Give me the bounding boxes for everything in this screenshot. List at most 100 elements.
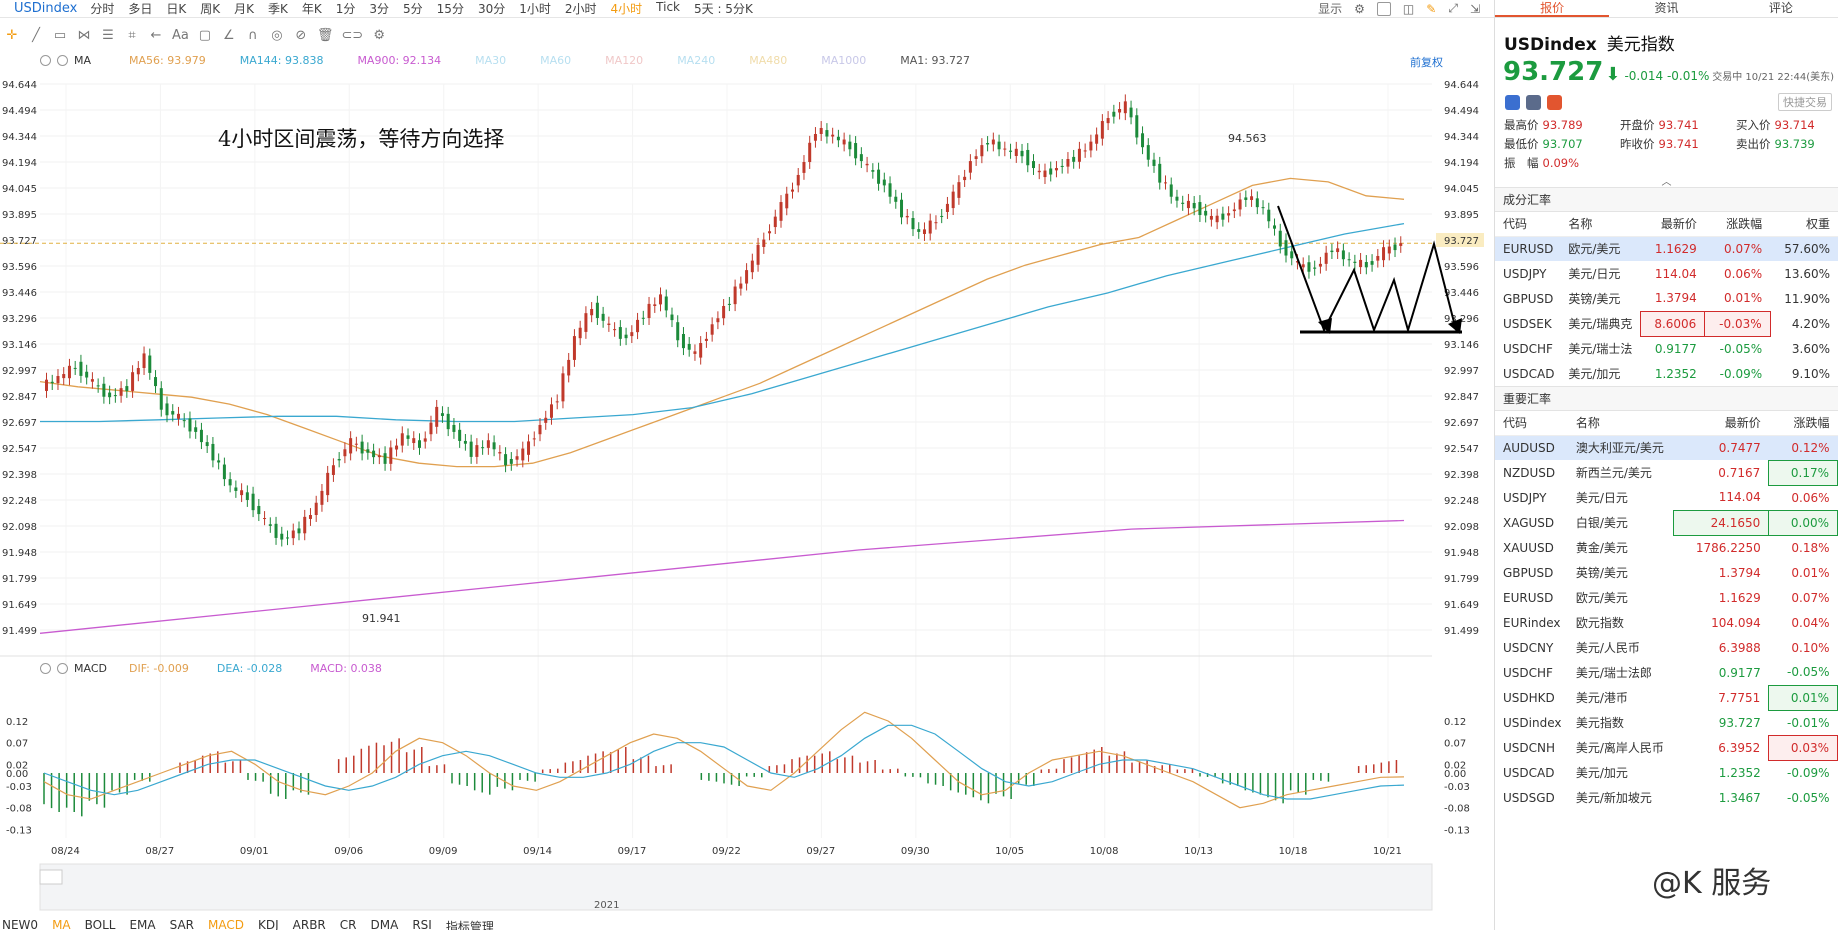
table-row[interactable]: USDCHF 美元/瑞士法郎 0.9177 -0.05% [1495, 660, 1838, 685]
period-14[interactable]: 4小时 [610, 2, 643, 16]
indicator-tab-4[interactable]: SAR [169, 918, 195, 930]
quick-trade-button[interactable]: 快捷交易 [1778, 93, 1832, 111]
period-10[interactable]: 15分 [436, 2, 464, 16]
table-row[interactable]: XAGUSD 白银/美元 24.1650 0.00% [1495, 509, 1838, 536]
link-icon[interactable]: ⊂⊃ [341, 27, 364, 43]
chart-area[interactable]: 94.644 94.644 94.494 94.494 94.344 94.344 94.1… [0, 48, 1494, 928]
period-6[interactable]: 年K [301, 2, 322, 16]
table-row[interactable]: USDindex 美元指数 93.727 -0.01% [1495, 710, 1838, 735]
layout-icon[interactable] [1376, 1, 1391, 16]
fib-tool-icon[interactable]: ☰ [102, 27, 114, 43]
period-8[interactable]: 3分 [369, 2, 390, 16]
favorite-icon[interactable] [1547, 94, 1562, 110]
period-0[interactable]: 分时 [90, 2, 115, 16]
fork-tool-icon[interactable]: ⋈ [77, 27, 91, 43]
period-4[interactable]: 月K [234, 2, 254, 16]
crosshair-icon[interactable]: ✛ [6, 27, 18, 43]
indicator-tab-5[interactable]: MACD [208, 918, 244, 930]
indicator-tab-11[interactable]: 指标管理 [445, 920, 494, 930]
period-11[interactable]: 30分 [477, 2, 506, 16]
period-13[interactable]: 2小时 [564, 2, 597, 16]
expand-icon[interactable]: ⇲ [1469, 1, 1480, 16]
indicator-tab-7[interactable]: ARBR [292, 918, 326, 930]
news-icon[interactable] [1526, 94, 1541, 110]
panel-tab-2[interactable]: 评论 [1768, 1, 1793, 15]
macd-close-icon[interactable] [57, 663, 68, 674]
legend-settings-icon[interactable] [40, 55, 51, 66]
camera-icon[interactable]: ◫ [1402, 1, 1415, 16]
period-16[interactable]: 5天 : 5分K [694, 2, 753, 16]
indicator-tab-2[interactable]: BOLL [84, 918, 116, 930]
period-7[interactable]: 1分 [335, 2, 356, 16]
table-row[interactable]: USDSEK 美元/瑞典克 8.6006 -0.03% 4.20% [1495, 310, 1838, 337]
period-5[interactable]: 季K [268, 2, 288, 16]
adjust-toggle[interactable]: 前复权 [1410, 54, 1443, 70]
comp-header-2[interactable]: 最新价 [1640, 212, 1705, 237]
settings-icon[interactable]: ⚙ [1354, 1, 1365, 16]
ruler-tool-icon[interactable]: ∠ [223, 27, 235, 43]
text-tool-icon[interactable]: Aa [172, 27, 189, 43]
trash-icon[interactable]: 🗑 [316, 27, 334, 43]
indicator-tab-3[interactable]: EMA [129, 918, 156, 930]
table-row[interactable]: GBPUSD 英镑/美元 1.3794 0.01% 11.90% [1495, 286, 1838, 311]
major-header-1[interactable]: 名称 [1567, 411, 1674, 436]
table-row[interactable]: USDCNY 美元/人民币 6.3988 0.10% [1495, 635, 1838, 660]
eye-icon[interactable]: ◎ [271, 27, 283, 43]
period-3[interactable]: 周K [200, 2, 221, 16]
table-row[interactable]: USDJPY 美元/日元 114.04 0.06% [1495, 485, 1838, 510]
table-row[interactable]: USDJPY 美元/日元 114.04 0.06% 13.60% [1495, 261, 1838, 286]
channel-tool-icon[interactable]: ⌗ [128, 27, 136, 43]
comment-tool-icon[interactable]: ▢ [198, 27, 211, 43]
table-row[interactable]: XAUUSD 黄金/美元 1786.2250 0.18% [1495, 535, 1838, 560]
adjust-label[interactable]: 前复权 [1410, 56, 1443, 69]
globe-icon[interactable] [1505, 94, 1520, 110]
table-row[interactable]: NZDUSD 新西兰元/美元 0.7167 0.17% [1495, 459, 1838, 486]
collapse-chevron-icon[interactable]: ︿ [1661, 177, 1672, 188]
table-row[interactable]: USDCNH 美元/离岸人民币 6.3952 0.03% [1495, 734, 1838, 761]
period-12[interactable]: 1小时 [519, 2, 551, 16]
table-row[interactable]: USDCAD 美元/加元 1.2352 -0.09% 9.10% [1495, 361, 1838, 386]
display-menu[interactable]: 显示 [1318, 2, 1343, 16]
major-header-3[interactable]: 涨跌幅 [1768, 411, 1838, 436]
indicator-tab-9[interactable]: DMA [370, 918, 399, 930]
comp-header-1[interactable]: 名称 [1560, 212, 1641, 237]
indicator-tab-0[interactable]: NEW0 [2, 918, 39, 930]
table-row[interactable]: AUDUSD 澳大利亚元/美元 0.7477 0.12% [1495, 435, 1838, 460]
period-15[interactable]: Tick [656, 0, 680, 14]
comp-header-0[interactable]: 代码 [1495, 212, 1561, 237]
rect-tool-icon[interactable]: ▭ [53, 27, 67, 43]
period-1[interactable]: 多日 [128, 2, 153, 16]
table-row[interactable]: GBPUSD 英镑/美元 1.3794 0.01% [1495, 560, 1838, 585]
fullscreen-icon[interactable]: ⤢ [1448, 1, 1458, 15]
pen-icon[interactable]: ✎ [1426, 1, 1437, 16]
indicator-tab-8[interactable]: CR [339, 918, 357, 930]
table-row[interactable]: EURUSD 欧元/美元 1.1629 0.07% [1495, 585, 1838, 610]
comp-header-3[interactable]: 涨跌幅 [1704, 212, 1771, 237]
legend-close-icon[interactable] [57, 55, 68, 66]
comp-header-4[interactable]: 权重 [1770, 212, 1838, 237]
indicator-tab-6[interactable]: KDJ [258, 918, 279, 930]
table-row[interactable]: USDCAD 美元/加元 1.2352 -0.09% [1495, 760, 1838, 785]
period-9[interactable]: 5分 [403, 2, 423, 16]
hide-icon[interactable]: ⊘ [295, 27, 307, 43]
panel-tab-1[interactable]: 资讯 [1654, 1, 1679, 15]
panel-tab-0[interactable]: 报价 [1495, 0, 1610, 17]
line-tool-icon[interactable]: ╱ [32, 27, 40, 43]
major-header-2[interactable]: 最新价 [1673, 411, 1769, 436]
table-row[interactable]: EURindex 欧元指数 104.094 0.04% [1495, 610, 1838, 635]
arrow-tool-icon[interactable]: ← [150, 27, 162, 43]
table-row[interactable]: USDCHF 美元/瑞士法 0.9177 -0.05% 3.60% [1495, 336, 1838, 361]
table-row[interactable]: USDHKD 美元/港币 7.7751 0.01% [1495, 684, 1838, 711]
period-2[interactable]: 日K [166, 2, 187, 16]
magnet-icon[interactable]: ∩ [248, 27, 258, 43]
table-row[interactable]: USDSGD 美元/新加坡元 1.3467 -0.05% [1495, 785, 1838, 810]
table-row[interactable]: EURUSD 欧元/美元 1.1629 0.07% 57.60% [1495, 236, 1838, 261]
candle-body [595, 302, 599, 319]
macd-settings-icon[interactable] [40, 663, 51, 674]
tool-settings-icon[interactable]: ⚙ [373, 27, 385, 43]
major-header-0[interactable]: 代码 [1495, 411, 1568, 436]
symbol-label[interactable]: USDindex [14, 1, 78, 16]
indicator-tab-10[interactable]: RSI [412, 918, 432, 930]
indicator-tab-1[interactable]: MA [52, 918, 71, 930]
chart-canvas[interactable]: 94.644 94.644 94.494 94.494 94.344 94.344 94.1… [0, 48, 1494, 928]
